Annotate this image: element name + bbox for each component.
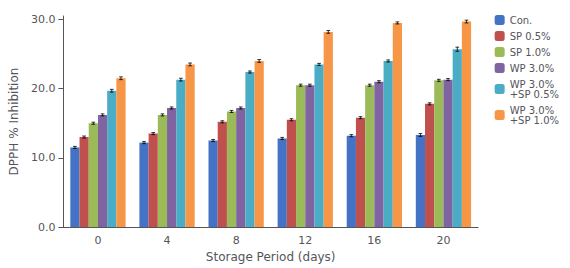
svg-text:SP 0.5%: SP 0.5% <box>510 31 551 42</box>
svg-text:+SP 1.0%: +SP 1.0% <box>510 115 559 126</box>
svg-text:30.0: 30.0 <box>31 13 56 26</box>
svg-text:+SP 0.5%: +SP 0.5% <box>510 89 559 100</box>
svg-text:20: 20 <box>436 234 450 247</box>
svg-text:WP 3.0%: WP 3.0% <box>510 63 555 74</box>
svg-text:12: 12 <box>298 234 312 247</box>
svg-text:DPPH % Inhibition: DPPH % Inhibition <box>7 68 21 176</box>
svg-text:0: 0 <box>94 234 101 247</box>
svg-text:20.0: 20.0 <box>31 82 56 95</box>
svg-text:4: 4 <box>164 234 171 247</box>
svg-text:WP 3.0%: WP 3.0% <box>509 78 555 90</box>
svg-text:16: 16 <box>367 234 381 247</box>
svg-text:SP 1.0%: SP 1.0% <box>510 47 551 58</box>
svg-text:Storage Period (days): Storage Period (days) <box>206 250 336 264</box>
svg-text:WP 3.0%: WP 3.0% <box>509 104 555 116</box>
svg-text:8: 8 <box>233 234 240 247</box>
svg-text:10.0: 10.0 <box>31 151 56 164</box>
svg-text:Con.: Con. <box>510 15 533 26</box>
svg-text:0.0: 0.0 <box>38 221 56 234</box>
